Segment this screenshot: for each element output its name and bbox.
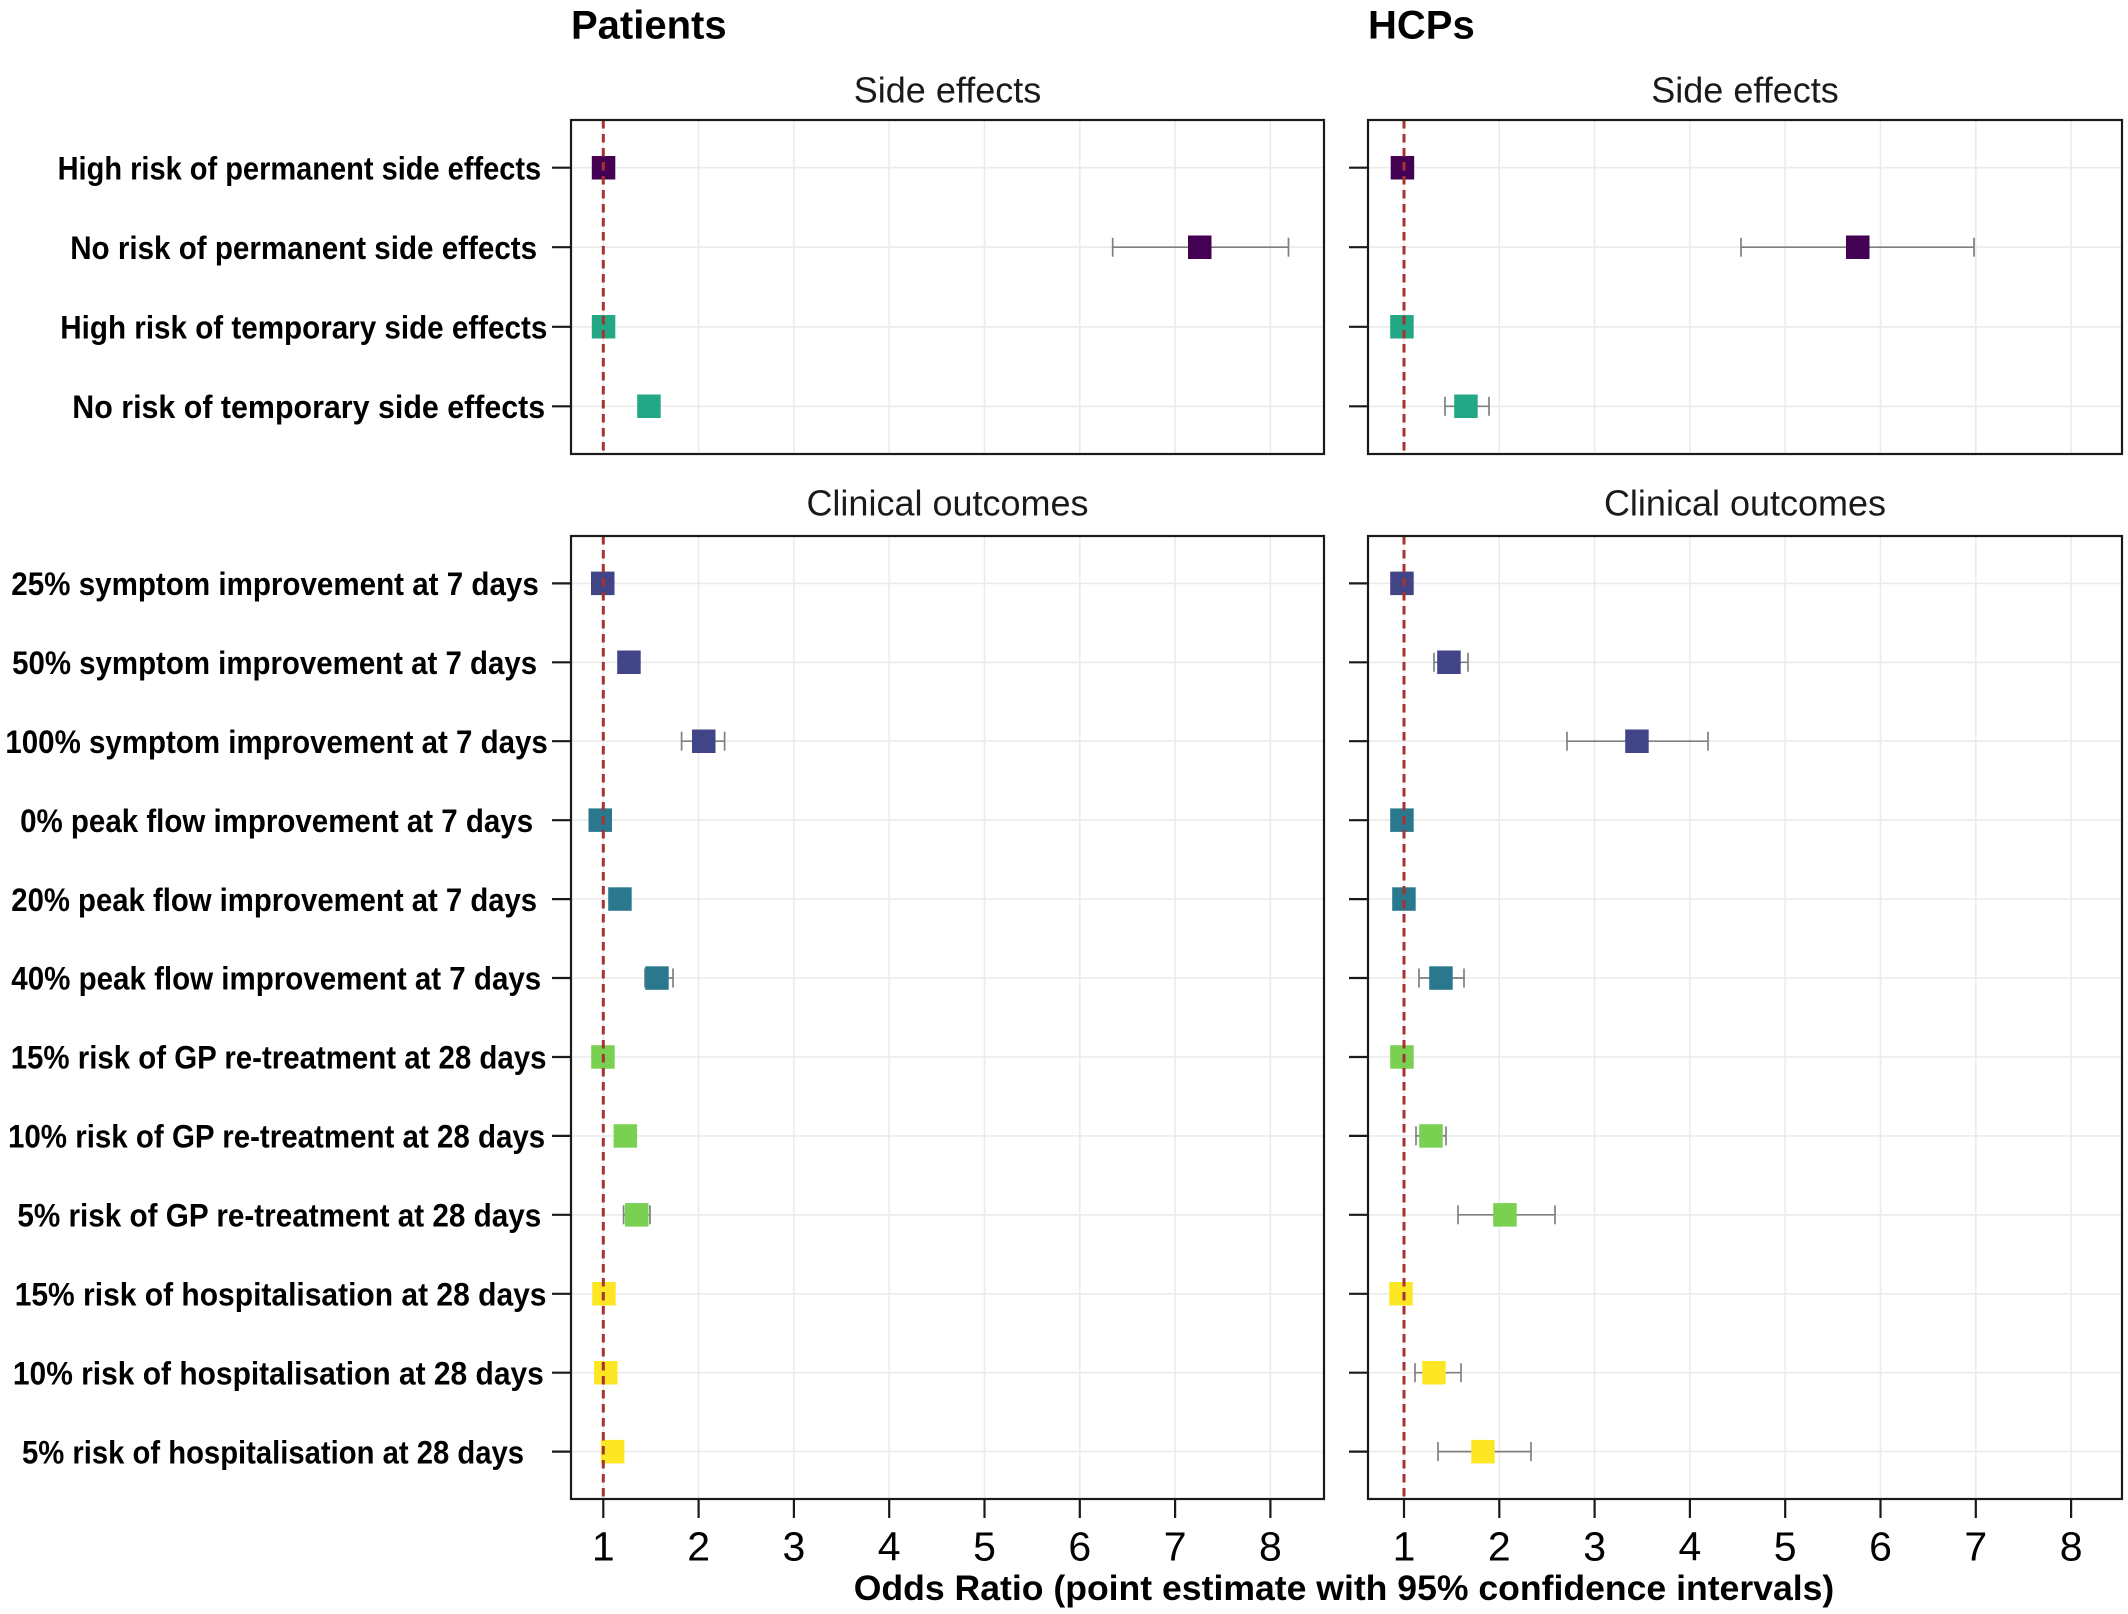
svg-text:3: 3	[782, 1524, 805, 1570]
svg-text:10% risk of hospitalisation at: 10% risk of hospitalisation at 28 days	[13, 1355, 544, 1391]
svg-text:7: 7	[1964, 1524, 1987, 1570]
svg-text:50% symptom improvement at 7 d: 50% symptom improvement at 7 days	[12, 645, 537, 681]
svg-text:High risk of temporary side ef: High risk of temporary side effects	[60, 309, 547, 345]
svg-text:Side effects: Side effects	[1651, 70, 1838, 111]
svg-text:6: 6	[1869, 1524, 1892, 1570]
svg-text:No risk of permanent side effe: No risk of permanent side effects	[70, 230, 537, 266]
svg-text:10% risk of GP re-treatment at: 10% risk of GP re-treatment at 28 days	[8, 1119, 545, 1155]
svg-text:0% peak flow improvement at 7: 0% peak flow improvement at 7 days	[20, 803, 533, 839]
svg-text:Patients: Patients	[571, 4, 727, 48]
svg-text:5: 5	[973, 1524, 996, 1570]
svg-text:8: 8	[1259, 1524, 1282, 1570]
svg-text:5% risk of hospitalisation at: 5% risk of hospitalisation at 28 days	[22, 1434, 524, 1470]
svg-text:No risk of temporary side effe: No risk of temporary side effects	[72, 389, 545, 425]
svg-text:15% risk of GP re-treatment at: 15% risk of GP re-treatment at 28 days	[11, 1040, 547, 1076]
svg-text:2: 2	[1488, 1524, 1511, 1570]
svg-text:Odds Ratio (point estimate wit: Odds Ratio (point estimate with 95% conf…	[854, 1568, 1835, 1608]
svg-text:Side effects: Side effects	[854, 70, 1041, 111]
svg-text:40% peak flow improvement at 7: 40% peak flow improvement at 7 days	[11, 961, 541, 997]
svg-text:5% risk of GP re-treatment at: 5% risk of GP re-treatment at 28 days	[17, 1198, 541, 1234]
svg-text:High risk of permanent side ef: High risk of permanent side effects	[58, 150, 542, 186]
svg-text:5: 5	[1774, 1524, 1797, 1570]
svg-text:Clinical outcomes: Clinical outcomes	[1604, 483, 1886, 524]
svg-text:7: 7	[1164, 1524, 1187, 1570]
svg-text:15% risk of hospitalisation at: 15% risk of hospitalisation at 28 days	[15, 1276, 547, 1312]
svg-text:20% peak flow improvement at 7: 20% peak flow improvement at 7 days	[11, 882, 537, 918]
svg-text:4: 4	[878, 1524, 901, 1570]
svg-text:100% symptom improvement at 7: 100% symptom improvement at 7 days	[5, 724, 547, 760]
svg-text:4: 4	[1678, 1524, 1701, 1570]
svg-text:3: 3	[1583, 1524, 1606, 1570]
svg-text:1: 1	[592, 1524, 615, 1570]
svg-text:6: 6	[1068, 1524, 1091, 1570]
svg-text:HCPs: HCPs	[1368, 4, 1475, 48]
svg-text:8: 8	[2060, 1524, 2083, 1570]
svg-text:1: 1	[1393, 1524, 1416, 1570]
svg-text:Clinical outcomes: Clinical outcomes	[806, 483, 1088, 524]
svg-text:25% symptom improvement at 7 d: 25% symptom improvement at 7 days	[11, 566, 539, 602]
svg-text:2: 2	[687, 1524, 710, 1570]
